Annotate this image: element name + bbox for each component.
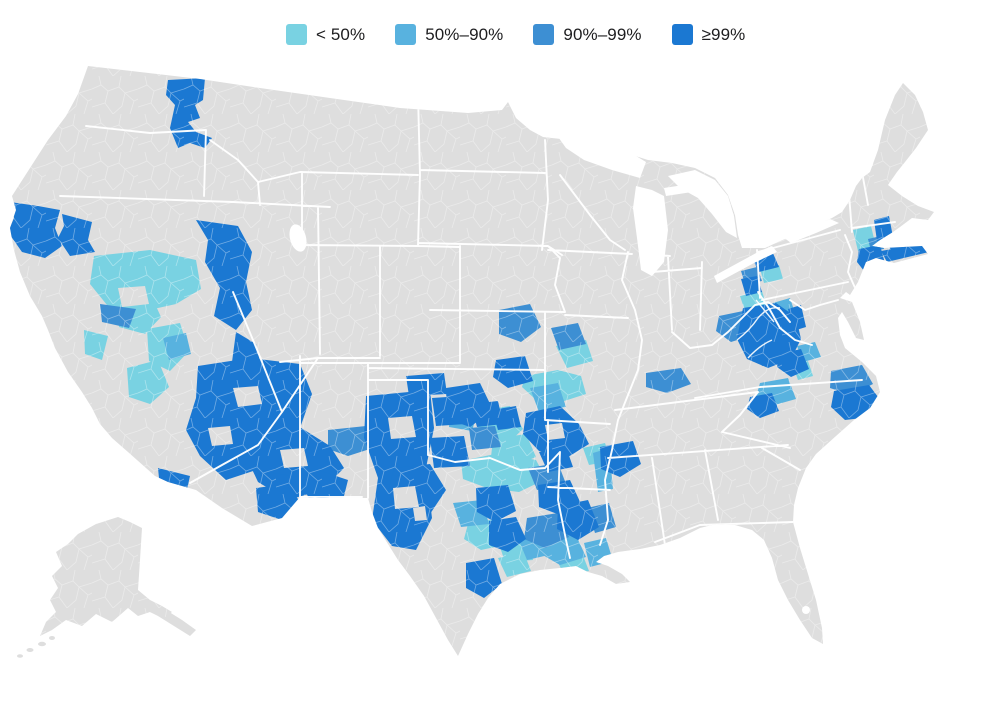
lake-okeechobee [802,606,810,614]
lake-superior [556,130,646,178]
great-salt-lake [289,224,307,252]
great-lakes [289,130,839,614]
lake-michigan [633,186,668,276]
ohio-river-detail [736,299,781,359]
legend-swatch-icon [533,24,555,45]
county-boundaries-texture [10,66,934,656]
aleutian-islands [17,636,55,658]
lake-erie [714,246,777,283]
legend-item-1: 50%–90% [395,24,503,45]
legend-swatch-icon [286,24,307,45]
straits-of-mackinac [664,184,692,196]
legend-label: < 50% [316,24,366,44]
legend-label: ≥99% [701,24,746,44]
legend-label: 50%–90% [425,24,504,44]
legend-item-3: ≥99% [671,24,746,45]
legend-swatch-icon [671,24,693,45]
state-borders [59,94,896,559]
map-legend: < 50% 50%–90% 90%–99% ≥99% [286,24,745,45]
legend-swatch-icon [395,24,417,45]
legend-item-2: 90%–99% [533,24,642,45]
legend-label: 90%–99% [563,24,642,44]
legend-item-0: < 50% [286,24,365,45]
lake-ontario [783,219,839,243]
